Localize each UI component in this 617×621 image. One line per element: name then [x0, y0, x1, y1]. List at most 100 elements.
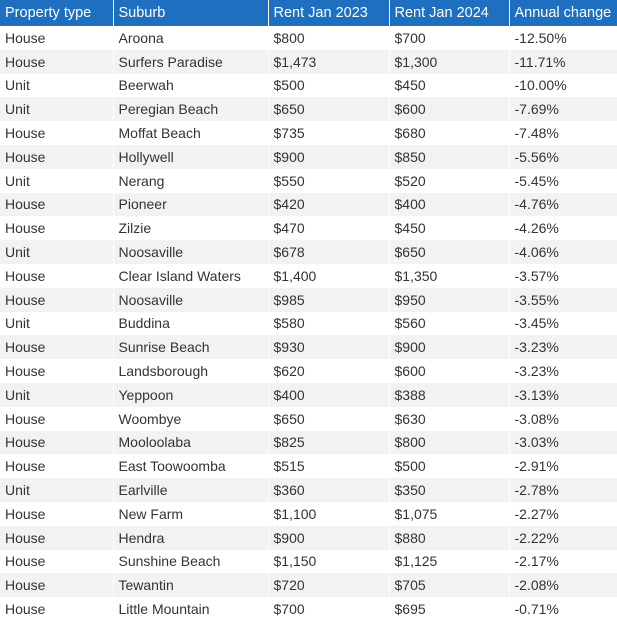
cell-suburb: Beerwah: [113, 73, 269, 98]
cell-property-type: House: [0, 501, 114, 526]
cell-annual-change: -0.71%: [509, 597, 617, 621]
cell-suburb: East Toowoomba: [113, 454, 269, 479]
cell-suburb: Clear Island Waters: [113, 263, 269, 288]
cell-suburb: Aroona: [113, 26, 269, 50]
cell-annual-change: -4.76%: [509, 192, 617, 217]
cell-rent-jan-2023: $700: [268, 597, 390, 621]
cell-property-type: House: [0, 192, 114, 217]
cell-suburb: Sunrise Beach: [113, 335, 269, 360]
cell-property-type: House: [0, 26, 114, 50]
cell-suburb: New Farm: [113, 501, 269, 526]
cell-property-type: House: [0, 597, 114, 621]
cell-rent-jan-2024: $630: [389, 406, 510, 431]
cell-suburb: Noosaville: [113, 240, 269, 264]
cell-property-type: House: [0, 335, 114, 360]
cell-annual-change: -2.27%: [509, 501, 617, 526]
cell-annual-change: -2.78%: [509, 478, 617, 502]
cell-rent-jan-2024: $950: [389, 287, 510, 312]
cell-annual-change: -3.03%: [509, 430, 617, 455]
header-rent-jan-2024: Rent Jan 2024: [389, 0, 510, 26]
cell-annual-change: -3.23%: [509, 359, 617, 383]
cell-annual-change: -4.26%: [509, 216, 617, 241]
cell-property-type: Unit: [0, 73, 114, 98]
table-row: Unit Yeppoon $400 $388 -3.13%: [0, 382, 617, 407]
cell-suburb: Peregian Beach: [113, 97, 269, 122]
cell-property-type: Unit: [0, 382, 114, 407]
table-row: House Surfers Paradise $1,473 $1,300 -11.71%: [0, 49, 617, 74]
cell-rent-jan-2023: $1,473: [268, 49, 390, 74]
cell-rent-jan-2023: $800: [268, 26, 390, 50]
cell-rent-jan-2023: $1,400: [268, 263, 390, 288]
table-row: Unit Peregian Beach $650 $600 -7.69%: [0, 97, 617, 122]
cell-annual-change: -12.50%: [509, 26, 617, 50]
cell-rent-jan-2024: $1,300: [389, 49, 510, 74]
table-row: Unit Buddina $580 $560 -3.45%: [0, 311, 617, 336]
cell-suburb: Surfers Paradise: [113, 49, 269, 74]
cell-rent-jan-2023: $985: [268, 287, 390, 312]
cell-suburb: Woombye: [113, 406, 269, 431]
cell-property-type: House: [0, 406, 114, 431]
cell-property-type: House: [0, 49, 114, 74]
table-header: Property type Suburb Rent Jan 2023 Rent …: [0, 0, 617, 26]
cell-annual-change: -7.69%: [509, 97, 617, 122]
cell-property-type: Unit: [0, 311, 114, 336]
cell-suburb: Little Mountain: [113, 597, 269, 621]
cell-rent-jan-2024: $1,350: [389, 263, 510, 288]
table-row: House Woombye $650 $630 -3.08%: [0, 406, 617, 431]
cell-rent-jan-2023: $930: [268, 335, 390, 360]
table-row: House Little Mountain $700 $695 -0.71%: [0, 597, 617, 621]
cell-suburb: Pioneer: [113, 192, 269, 217]
cell-property-type: House: [0, 216, 114, 241]
cell-rent-jan-2024: $705: [389, 573, 510, 598]
cell-property-type: House: [0, 525, 114, 550]
cell-annual-change: -10.00%: [509, 73, 617, 98]
table-row: House Sunshine Beach $1,150 $1,125 -2.17%: [0, 549, 617, 574]
cell-annual-change: -2.08%: [509, 573, 617, 598]
cell-annual-change: -2.91%: [509, 454, 617, 479]
cell-rent-jan-2023: $900: [268, 525, 390, 550]
cell-rent-jan-2023: $620: [268, 359, 390, 383]
cell-annual-change: -3.23%: [509, 335, 617, 360]
cell-rent-jan-2024: $850: [389, 144, 510, 169]
table-row: House Noosaville $985 $950 -3.55%: [0, 287, 617, 312]
cell-suburb: Nerang: [113, 168, 269, 193]
cell-rent-jan-2023: $500: [268, 73, 390, 98]
cell-rent-jan-2023: $550: [268, 168, 390, 193]
cell-suburb: Hendra: [113, 525, 269, 550]
cell-rent-jan-2024: $600: [389, 97, 510, 122]
cell-rent-jan-2023: $720: [268, 573, 390, 598]
table-row: House New Farm $1,100 $1,075 -2.27%: [0, 501, 617, 526]
cell-annual-change: -5.45%: [509, 168, 617, 193]
table-row: House Aroona $800 $700 -12.50%: [0, 26, 617, 50]
table-row: House Moffat Beach $735 $680 -7.48%: [0, 121, 617, 145]
cell-annual-change: -3.57%: [509, 263, 617, 288]
table-row: House Clear Island Waters $1,400 $1,350 -3.5…: [0, 263, 617, 288]
header-row: Property type Suburb Rent Jan 2023 Rent …: [0, 0, 617, 26]
cell-rent-jan-2024: $560: [389, 311, 510, 336]
cell-property-type: House: [0, 144, 114, 169]
cell-annual-change: -5.56%: [509, 144, 617, 169]
cell-rent-jan-2024: $600: [389, 359, 510, 383]
cell-rent-jan-2024: $900: [389, 335, 510, 360]
cell-rent-jan-2024: $1,125: [389, 549, 510, 574]
header-annual-change: Annual change: [509, 0, 617, 26]
cell-rent-jan-2023: $470: [268, 216, 390, 241]
cell-property-type: House: [0, 430, 114, 455]
cell-property-type: House: [0, 359, 114, 383]
cell-property-type: House: [0, 549, 114, 574]
table-row: House Zilzie $470 $450 -4.26%: [0, 216, 617, 241]
cell-rent-jan-2024: $400: [389, 192, 510, 217]
cell-rent-jan-2024: $680: [389, 121, 510, 145]
cell-rent-jan-2024: $1,075: [389, 501, 510, 526]
table-row: House Sunrise Beach $930 $900 -3.23%: [0, 335, 617, 360]
table-row: Unit Noosaville $678 $650 -4.06%: [0, 240, 617, 264]
cell-suburb: Zilzie: [113, 216, 269, 241]
cell-annual-change: -2.22%: [509, 525, 617, 550]
cell-rent-jan-2024: $520: [389, 168, 510, 193]
cell-property-type: Unit: [0, 168, 114, 193]
table-row: House Hendra $900 $880 -2.22%: [0, 525, 617, 550]
cell-rent-jan-2023: $900: [268, 144, 390, 169]
table-row: House Tewantin $720 $705 -2.08%: [0, 573, 617, 598]
